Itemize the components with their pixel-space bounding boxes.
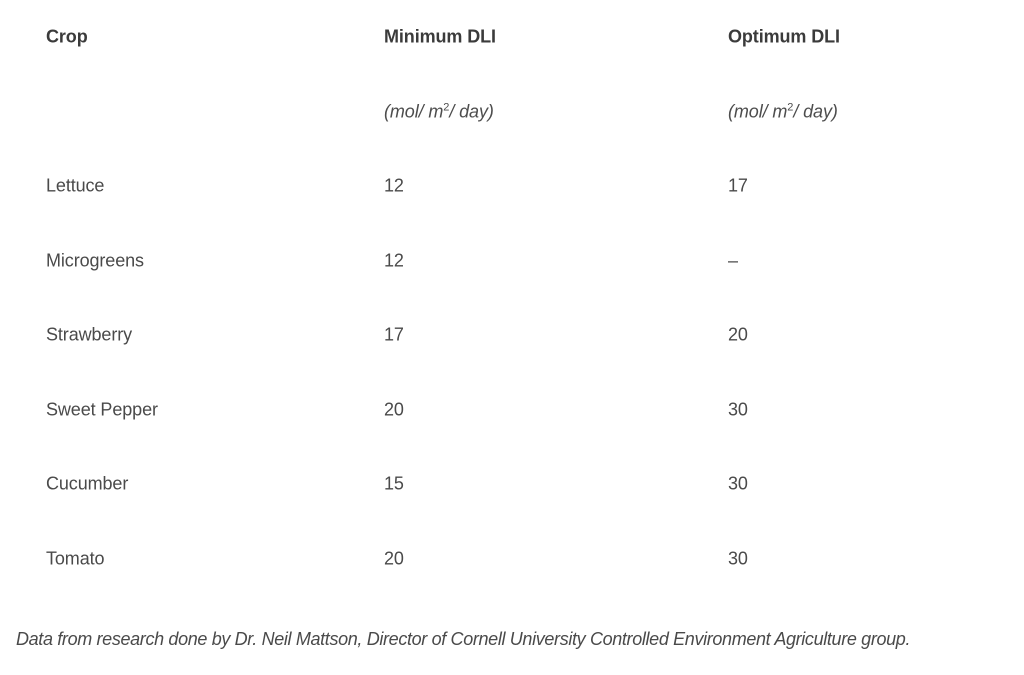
header-minimum-dli: Minimum DLI (384, 26, 496, 47)
source-caption: Data from research done by Dr. Neil Matt… (16, 629, 911, 649)
header-optimum-dli: Optimum DLI (728, 26, 840, 47)
header-crop: Crop (46, 26, 88, 47)
crop-name: Strawberry (46, 324, 133, 345)
minimum-dli-value: 12 (384, 175, 404, 196)
optimum-dli-value: 30 (728, 399, 748, 420)
crop-name: Lettuce (46, 175, 105, 196)
table-row: Sweet Pepper 20 30 (46, 373, 1006, 448)
dli-table: Crop Minimum DLI Optimum DLI (mol/ m2/ d… (46, 0, 1006, 596)
table-row: Strawberry 17 20 (46, 298, 1006, 373)
table-row: Microgreens 12 – (46, 224, 1006, 299)
table-row: Cucumber 15 30 (46, 447, 1006, 522)
optimum-dli-value: 17 (728, 175, 748, 196)
optimum-dli-value: 30 (728, 473, 748, 494)
table-row: Tomato 20 30 (46, 522, 1006, 597)
minimum-dli-value: 20 (384, 399, 404, 420)
crop-name: Cucumber (46, 473, 129, 494)
table-row: Lettuce 12 17 (46, 149, 1006, 224)
table-units-row: (mol/ m2/ day) (mol/ m2/ day) (46, 75, 1006, 150)
minimum-dli-value: 12 (384, 250, 404, 271)
minimum-dli-value: 15 (384, 473, 404, 494)
crop-name: Microgreens (46, 250, 144, 271)
optimum-dli-value: 30 (728, 548, 748, 569)
minimum-dli-value: 17 (384, 324, 404, 345)
minimum-dli-value: 20 (384, 548, 404, 569)
optimum-dli-value: 20 (728, 324, 748, 345)
crop-name: Tomato (46, 548, 105, 569)
optimum-dli-unit: (mol/ m2/ day) (728, 101, 838, 122)
table-header-row: Crop Minimum DLI Optimum DLI (46, 0, 1006, 75)
optimum-dli-value: – (728, 250, 738, 271)
minimum-dli-unit: (mol/ m2/ day) (384, 101, 494, 122)
crop-name: Sweet Pepper (46, 399, 158, 420)
